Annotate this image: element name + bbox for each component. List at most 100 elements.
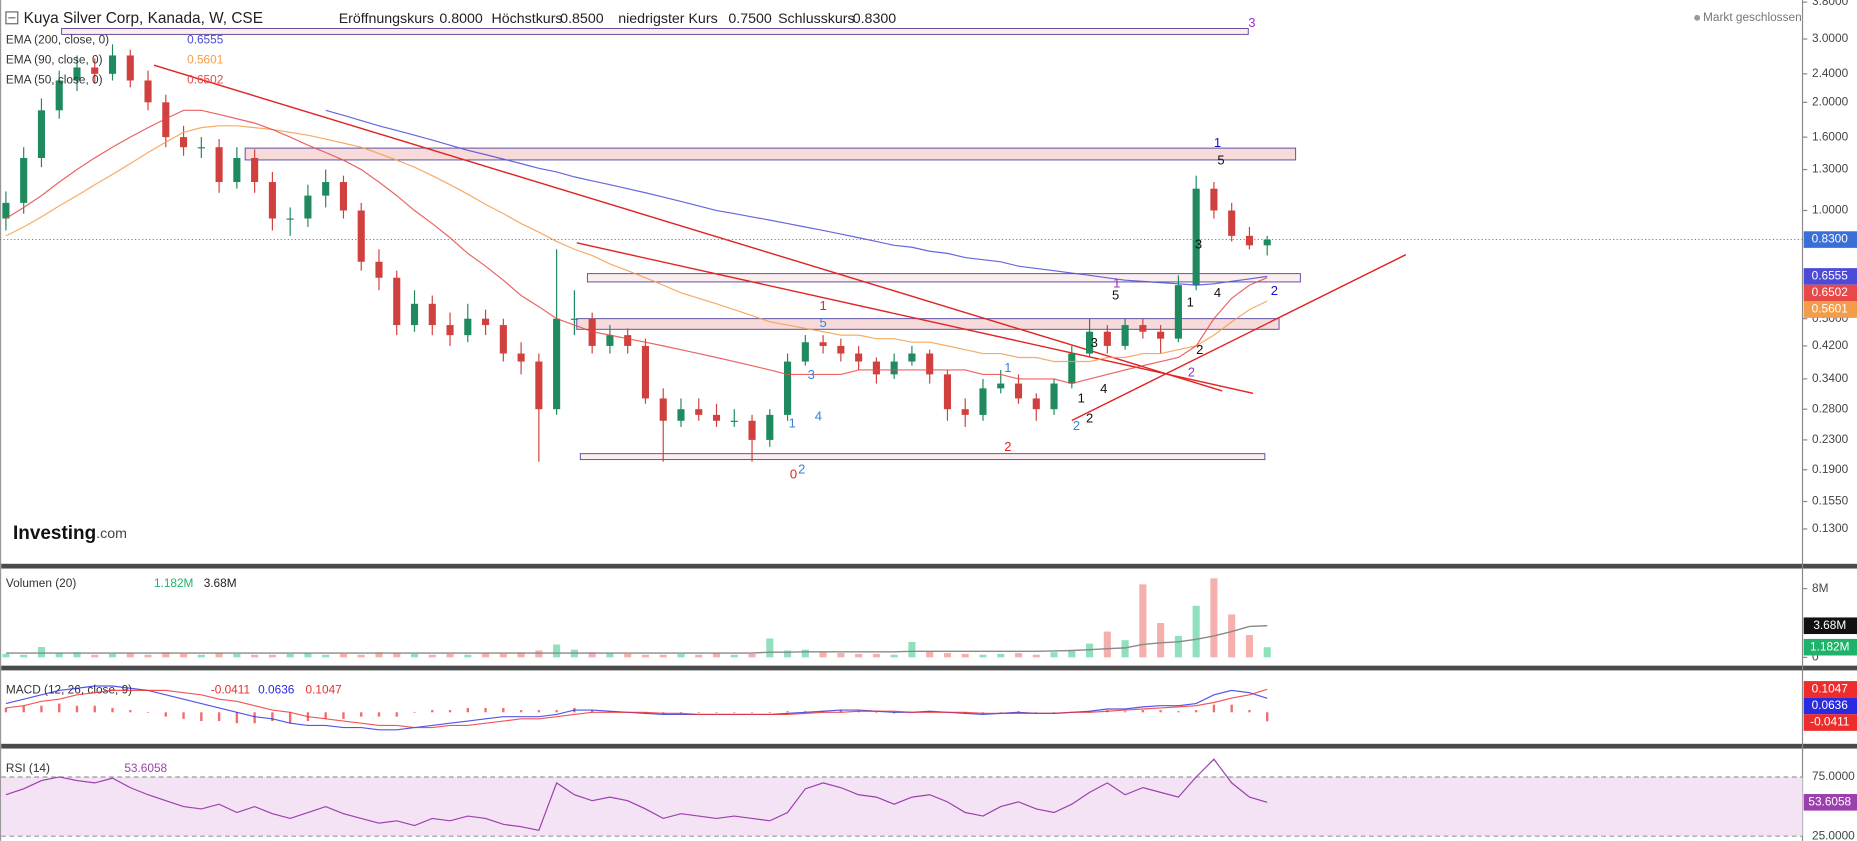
wave-label: 4 <box>1214 285 1221 300</box>
y-tick-label: 0.2800 <box>1812 401 1849 415</box>
volume-bar <box>624 653 632 658</box>
candle-body <box>20 157 28 203</box>
macd-histogram <box>1194 710 1198 713</box>
macd-histogram <box>111 707 114 713</box>
ema-line <box>5 125 1268 363</box>
candle-body <box>677 409 685 421</box>
y-tick-label: 1.0000 <box>1812 203 1849 217</box>
price-label-box <box>1803 714 1857 731</box>
y-tick-label: 0.1300 <box>1812 521 1849 535</box>
volume-bar <box>339 653 348 658</box>
candle-body <box>1157 331 1165 339</box>
volume-bar <box>908 641 916 658</box>
macd-histogram <box>182 712 185 719</box>
candle-body <box>1103 331 1111 346</box>
candle-body <box>37 110 46 158</box>
candle-body <box>108 55 117 74</box>
wave-label: 3 <box>1248 15 1255 30</box>
volume-bar <box>375 652 383 658</box>
volume-bar <box>393 653 401 658</box>
candle-body <box>126 55 134 81</box>
legend-value: 0.5601 <box>187 53 223 67</box>
macd-histogram <box>200 712 203 722</box>
price-label: -0.0411 <box>1810 715 1849 729</box>
candle-body <box>979 388 987 415</box>
trendline <box>153 64 1223 392</box>
macd-histogram <box>75 705 79 713</box>
candle-body <box>304 195 312 219</box>
volume-bar <box>588 652 596 658</box>
macd-histogram <box>377 712 381 717</box>
legend-value: 0.6555 <box>187 32 224 46</box>
volume-bar <box>961 653 969 658</box>
price-label-box <box>1803 794 1857 811</box>
macd-histogram <box>590 710 594 713</box>
candle-body <box>73 67 81 81</box>
legend-value: 53.6058 <box>124 761 167 775</box>
macd-histogram <box>4 707 8 713</box>
price-label: 1.182M <box>1810 639 1849 653</box>
price-label-box <box>1803 617 1857 635</box>
collapse-icon[interactable] <box>5 11 19 25</box>
market-status: Markt geschlossen <box>1703 10 1802 24</box>
price-label-box <box>1803 284 1857 302</box>
volume-bar <box>943 653 952 658</box>
volume-bar <box>1263 647 1271 658</box>
wave-label: 2 <box>1188 365 1195 380</box>
volume-bar <box>499 653 507 658</box>
candle-body <box>339 182 348 211</box>
y-tick-label: 0.4200 <box>1812 338 1849 352</box>
y-tick-label: 0 <box>1812 649 1819 663</box>
legend-name: EMA (50, close, 0) <box>6 73 103 87</box>
indicator-title: RSI (14) <box>6 761 50 775</box>
macd-histogram <box>555 710 558 713</box>
macd-histogram <box>466 707 469 713</box>
price-label: 3.68M <box>1813 618 1846 632</box>
wave-label: 3 <box>1091 335 1098 350</box>
y-tick-label: 1.3000 <box>1812 162 1849 176</box>
y-tick-label: 2.4000 <box>1812 66 1849 80</box>
y-tick-label: 0.3400 <box>1812 371 1849 385</box>
y-tick-label: 75.0000 <box>1812 769 1855 783</box>
candle-body <box>695 409 703 415</box>
candle-body <box>197 147 205 149</box>
y-tick-label: 3.0000 <box>1812 31 1849 45</box>
candle-body <box>730 420 738 422</box>
volume-bar <box>1157 622 1165 658</box>
volume-bar <box>91 654 99 658</box>
volume-bar <box>1121 640 1129 658</box>
volume-bar <box>446 653 454 658</box>
candle-body <box>837 345 845 354</box>
macd-histogram <box>253 712 256 724</box>
candle-body <box>606 335 614 346</box>
volume-bar <box>712 653 721 658</box>
macd-histogram <box>235 712 239 724</box>
candle-body <box>784 361 792 415</box>
ohlc-value: 0.8300 <box>853 11 897 27</box>
candle-body <box>801 342 809 362</box>
candle-body <box>357 210 365 262</box>
price-label-box <box>1803 681 1857 698</box>
candle-body <box>588 318 596 346</box>
price-label: 0.1047 <box>1812 682 1848 696</box>
volume-ma <box>5 625 1268 654</box>
macd-histogram <box>271 712 274 722</box>
candle-body <box>1263 239 1271 246</box>
volume-bar <box>464 654 472 658</box>
ohlc-label: Schlusskurs <box>778 11 855 27</box>
candle-body <box>535 361 543 410</box>
volume-bar <box>801 649 809 658</box>
ohlc-value: 0.7500 <box>728 11 772 27</box>
candle-body <box>268 182 276 219</box>
candle-body <box>926 353 934 375</box>
candle-body <box>1050 383 1058 410</box>
volume-bar <box>1103 631 1111 658</box>
legend-value: 3.68M <box>204 576 237 590</box>
price-label: 0.6555 <box>1812 269 1849 283</box>
status-dot <box>1694 14 1701 21</box>
ohlc: Eröffnungskurs 0.8000 Höchstkurs0.8500 ni… <box>339 11 897 27</box>
macd-histogram <box>484 707 487 713</box>
candle-body <box>1210 188 1218 211</box>
candle-body <box>180 137 188 148</box>
